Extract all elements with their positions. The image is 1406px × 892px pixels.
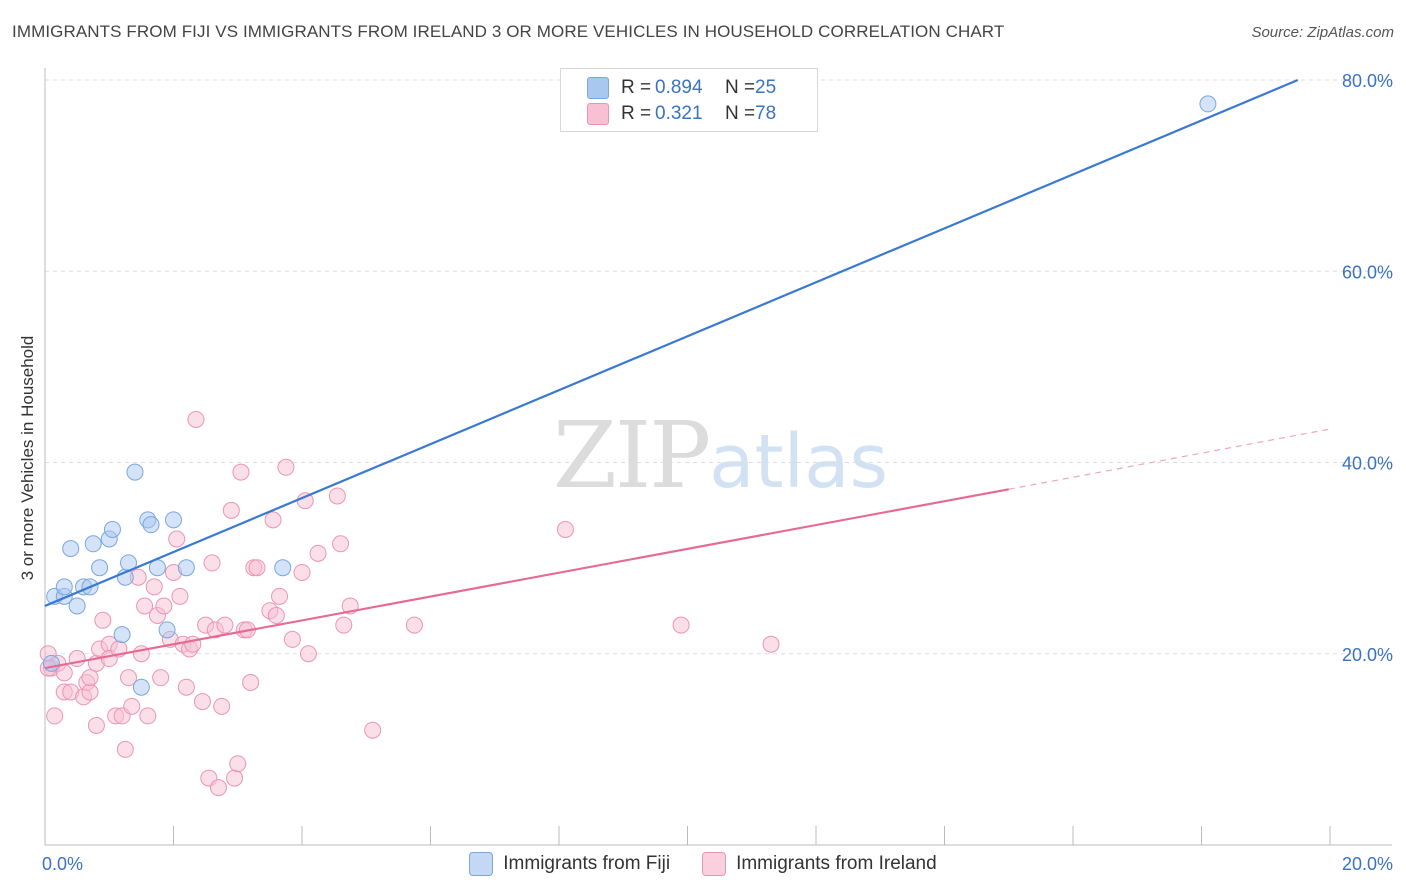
ireland-point	[213, 697, 231, 715]
ireland-point	[364, 721, 382, 739]
legend-swatch-fiji	[469, 852, 494, 876]
legend-item-fiji[interactable]: Immigrants from Fiji	[469, 852, 670, 876]
legend-n-label: N =	[725, 103, 756, 124]
stats-legend-row-ireland: R = 0.321 N = 78	[587, 101, 776, 127]
legend-r-value: 0.894	[655, 77, 703, 98]
legend-swatch-ireland	[702, 852, 727, 876]
ireland-point	[216, 616, 234, 634]
ireland-point	[94, 611, 112, 629]
watermark: ZIPatlas	[553, 402, 888, 509]
ireland-point	[123, 697, 141, 715]
fiji-point	[113, 626, 131, 644]
ireland-point	[309, 544, 327, 562]
ireland-point	[116, 740, 134, 758]
ireland-point	[168, 530, 186, 548]
watermark-zip: ZIP	[553, 402, 711, 509]
ireland-point	[242, 673, 260, 691]
ireland-point	[229, 755, 247, 773]
legend-swatch-fiji	[587, 77, 609, 99]
legend-label-ireland: Immigrants from Ireland	[736, 853, 937, 874]
ireland-point	[177, 678, 195, 696]
ireland-point	[187, 410, 205, 428]
legend-r-value: 0.321	[655, 103, 703, 124]
ireland-point	[248, 559, 266, 577]
ireland-point	[271, 587, 289, 605]
source-credit: Source: ZipAtlas.com	[1251, 24, 1394, 41]
ireland-point	[762, 635, 780, 653]
ireland-point	[81, 669, 99, 687]
fiji-point	[84, 535, 102, 553]
y-tick-label: 20.0%	[1342, 645, 1393, 665]
legend-r-label: R =	[621, 103, 652, 124]
ireland-point	[46, 707, 64, 725]
legend-n-label: N =	[725, 77, 756, 98]
fiji-point	[132, 678, 150, 696]
ireland-point	[405, 616, 423, 634]
ireland-point	[193, 693, 211, 711]
ireland-point	[328, 487, 346, 505]
legend-item-ireland[interactable]: Immigrants from Ireland	[702, 852, 937, 876]
fiji-trendline	[44, 78, 1299, 607]
ireland-point	[152, 669, 170, 687]
stats-legend-row-fiji: R = 0.894 N = 25	[587, 75, 776, 101]
fiji-point	[91, 559, 109, 577]
ireland-point	[283, 630, 301, 648]
ireland-point	[332, 535, 350, 553]
ireland-point	[136, 597, 154, 615]
ireland-point	[264, 511, 282, 529]
fiji-point	[165, 511, 182, 529]
ireland-point	[672, 616, 690, 634]
legend-label-fiji: Immigrants from Fiji	[503, 853, 671, 874]
ireland-point	[155, 597, 173, 615]
fiji-point	[177, 559, 195, 577]
fiji-point	[142, 516, 160, 534]
fiji-point	[1199, 95, 1217, 113]
x-tick-label: 0.0%	[42, 854, 83, 874]
ireland-point	[335, 616, 353, 634]
ireland-trendline-extension	[1008, 428, 1331, 490]
ireland-point	[556, 520, 574, 538]
fiji-point	[158, 621, 176, 639]
ireland-point	[203, 554, 221, 572]
y-tick-label: 80.0%	[1342, 71, 1393, 91]
ireland-point	[226, 769, 244, 787]
fiji-point	[55, 578, 73, 596]
ireland-point	[267, 607, 285, 624]
fiji-point	[62, 540, 80, 558]
ireland-point	[293, 563, 311, 581]
fiji-point	[126, 463, 144, 481]
ireland-point	[171, 587, 189, 605]
ireland-trendline	[44, 488, 1009, 670]
ireland-point	[277, 458, 295, 476]
y-tick-label: 60.0%	[1342, 262, 1393, 282]
legend-n-value: 25	[755, 77, 777, 98]
legend-swatch-ireland	[587, 103, 609, 125]
x-tick-label: 20.0%	[1342, 854, 1393, 874]
ireland-point	[81, 683, 99, 701]
chart-title: IMMIGRANTS FROM FIJI VS IMMIGRANTS FROM …	[12, 22, 1005, 41]
ireland-point	[145, 578, 163, 596]
y-tick-label: 40.0%	[1342, 454, 1393, 474]
ireland-point	[120, 669, 138, 687]
fiji-point	[68, 597, 86, 615]
ireland-point	[209, 779, 227, 797]
series-legend: Immigrants from Fiji Immigrants from Ire…	[0, 852, 1406, 876]
ireland-point	[299, 645, 317, 663]
fiji-point	[274, 559, 292, 577]
ireland-point	[87, 716, 105, 734]
fiji-point	[103, 520, 121, 538]
legend-n-value: 78	[755, 103, 777, 124]
stats-legend: R = 0.894 N = 25 R = 0.321 N = 78	[560, 68, 818, 132]
ireland-point	[139, 707, 157, 725]
ireland-point	[232, 463, 250, 481]
legend-r-label: R =	[621, 77, 652, 98]
ireland-point	[222, 501, 240, 519]
